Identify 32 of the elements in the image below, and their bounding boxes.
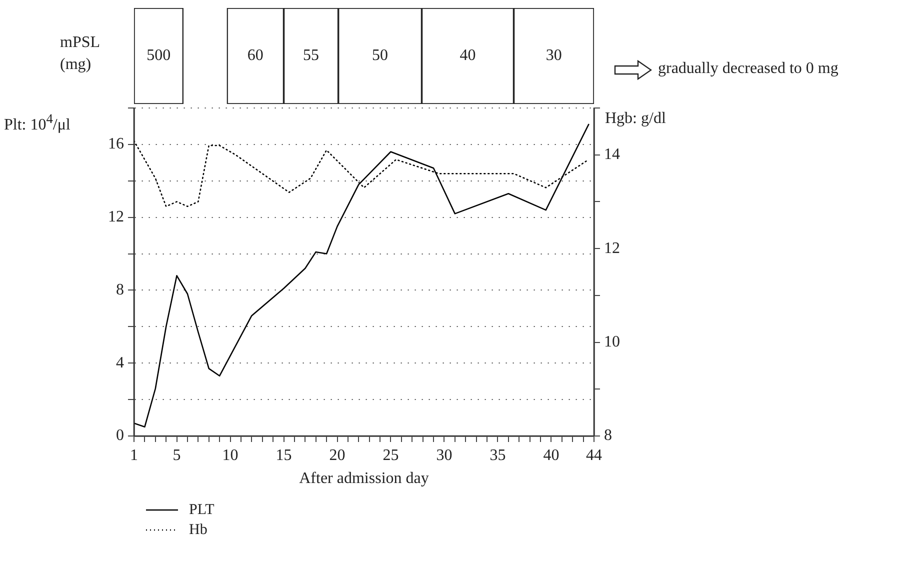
series-label: 60 [247, 47, 264, 64]
x-tick-label: 15 [276, 446, 292, 464]
text: gradually decreased to 0 mg [658, 59, 838, 79]
series-label: 50 [372, 47, 388, 64]
x-tick-label: 35 [490, 446, 506, 464]
series-label: 55 [303, 47, 320, 64]
x-tick-label: 10 [222, 446, 238, 464]
y2-tick-label: 10 [604, 333, 620, 350]
y2-tick-label: 14 [604, 146, 620, 164]
x-tick-label: 44 [586, 446, 602, 464]
y-tick-label: 8 [116, 281, 124, 298]
legend-label: Hb [189, 522, 208, 538]
legend-label: PLT [189, 502, 214, 518]
y2-tick-label: 8 [604, 427, 612, 444]
x-tick-label: 1 [130, 446, 138, 464]
y-tick-label: 16 [108, 136, 124, 153]
x-axis-title: After admission day [298, 469, 430, 489]
x-tick-label: 30 [436, 446, 452, 464]
x-tick-label: 20 [329, 446, 346, 464]
y-tick-label: 12 [108, 208, 124, 226]
y-axis-title: mPSL (mg) [60, 33, 100, 75]
series-label: 500 [146, 47, 171, 64]
y2-tick-label: 12 [604, 240, 620, 257]
x-tick-label: 40 [543, 446, 560, 464]
y-axis-title: Plt: 10$^{4}$/μl [4, 110, 70, 136]
y2-axis-title: Hgb: g/dl [605, 109, 666, 129]
series-label: 30 [546, 47, 562, 64]
series-label: 40 [460, 47, 476, 64]
y-tick-label: 4 [116, 354, 124, 372]
x-tick-label: 5 [172, 446, 181, 464]
x-tick-label: 25 [382, 446, 399, 464]
y-tick-label: 0 [116, 427, 124, 444]
